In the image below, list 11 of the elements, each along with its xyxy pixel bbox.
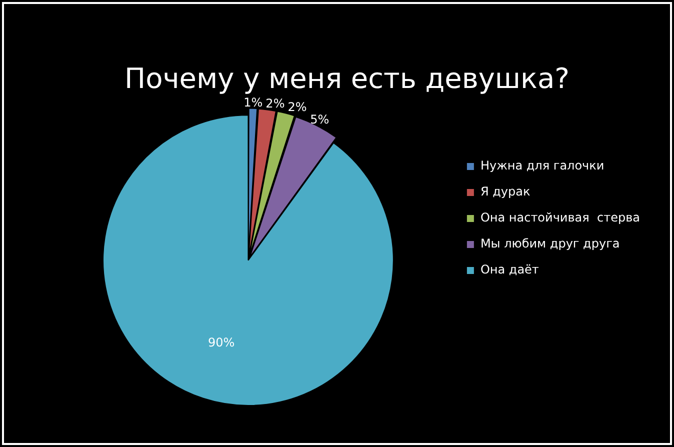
data-label: 2% <box>288 100 307 114</box>
legend-label: Я дурак <box>480 184 530 199</box>
data-label: 2% <box>266 96 285 110</box>
legend-label: Мы любим друг друга <box>480 236 620 251</box>
chart-title: Почему у меня есть девушка? <box>124 62 570 96</box>
legend-label: Нужна для галочки <box>480 158 604 173</box>
data-label: 5% <box>310 112 330 126</box>
data-label: 90% <box>208 335 235 350</box>
legend-label: Она даёт <box>480 262 539 277</box>
data-label: 1% <box>244 95 263 110</box>
legend-label: Она настойчивая стерва <box>480 210 640 225</box>
